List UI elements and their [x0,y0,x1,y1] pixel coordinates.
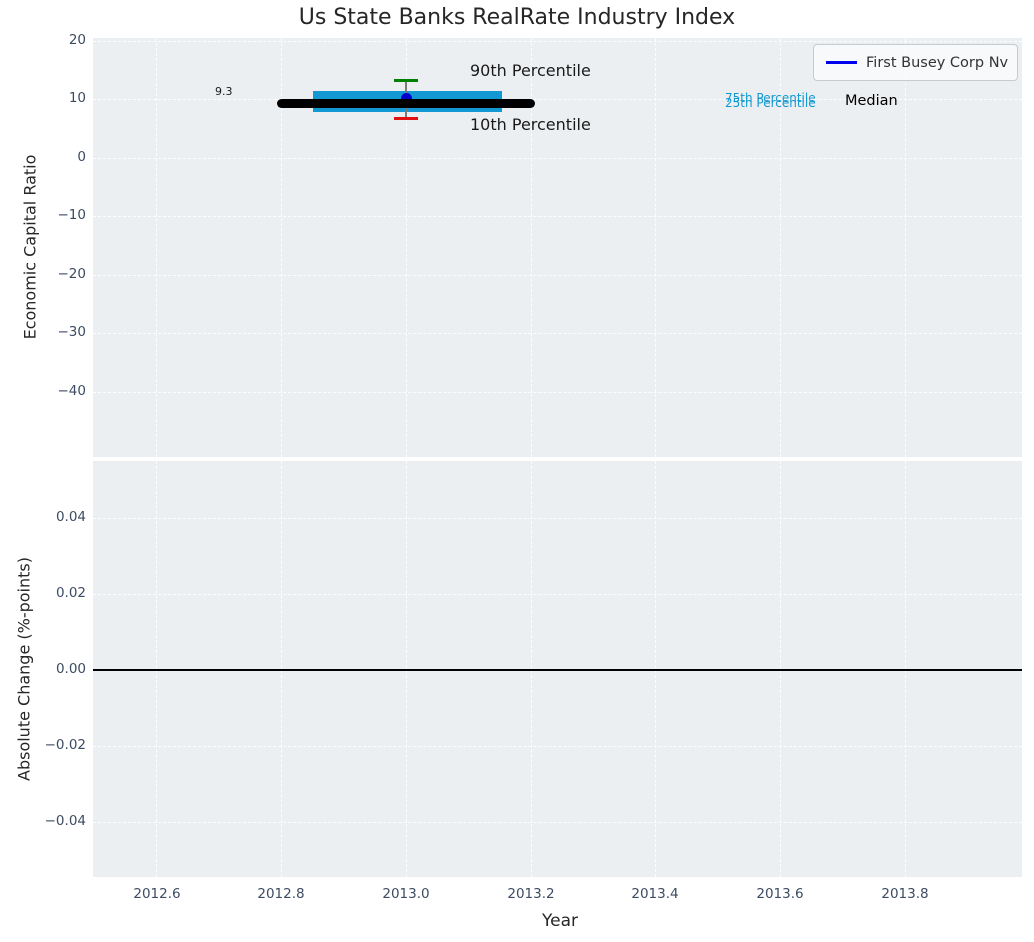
bottom-plot-area [93,461,1022,877]
cap-10th-percentile [394,117,418,120]
ytick-bottom: −0.04 [44,813,86,829]
gridline-horizontal [93,216,1022,217]
annotation-75th-percentile: 75th Percentile [725,91,816,105]
xtick: 2013.0 [382,886,430,902]
ytick-top: 0 [77,149,86,165]
gridline-vertical [905,38,906,457]
legend-line-icon [826,61,857,64]
y-axis-label-bottom: Absolute Change (%-points) [14,557,34,781]
company-marker [401,93,412,104]
gridline-vertical [780,38,781,457]
ytick-bottom: −0.02 [44,737,86,753]
gridline-vertical [655,38,656,457]
gridline-horizontal [93,746,1022,747]
annotation-median: Median [845,93,898,109]
ytick-top: 10 [68,90,86,106]
annotation-median-value: 9.3 [215,85,233,98]
gridline-horizontal [93,275,1022,276]
median-line [277,99,535,108]
annotation-90th-percentile: 90th Percentile [470,61,591,80]
gridline-horizontal [93,594,1022,595]
gridline-horizontal [93,41,1022,42]
xtick: 2013.2 [507,886,555,902]
ytick-bottom: 0.00 [55,661,86,677]
gridline-horizontal [93,333,1022,334]
top-plot-area: 9.3 90th Percentile 10th Percentile 75th… [93,38,1022,457]
annotation-10th-percentile: 10th Percentile [470,115,591,134]
xtick: 2013.4 [631,886,679,902]
gridline-horizontal [93,518,1022,519]
gridline-horizontal [93,392,1022,393]
annotation-25th-percentile: 25th Percentile [725,96,816,110]
y-axis-label-top: Economic Capital Ratio [20,154,40,340]
ytick-top: −20 [57,266,87,282]
ytick-top: −30 [57,324,87,340]
ytick-top: 20 [68,32,86,48]
xtick: 2013.6 [756,886,804,902]
legend-label: First Busey Corp Nv [866,54,1009,71]
x-axis-label: Year [542,911,578,931]
gridline-horizontal [93,99,1022,100]
ytick-top: −10 [57,207,87,223]
xtick: 2012.8 [257,886,305,902]
ytick-bottom: 0.02 [55,585,86,601]
chart-title: Us State Banks RealRate Industry Index [298,5,736,30]
zero-change-line [93,669,1022,671]
ytick-bottom: 0.04 [55,509,86,525]
xtick: 2012.6 [133,886,181,902]
gridline-horizontal [93,158,1022,159]
ytick-top: −40 [57,383,87,399]
gridline-horizontal [93,822,1022,823]
gridline-vertical [406,38,407,457]
gridline-vertical [156,38,157,457]
gridline-vertical [531,38,532,457]
xtick: 2013.8 [881,886,929,902]
legend: First Busey Corp Nv [813,44,1018,81]
cap-90th-percentile [394,79,418,82]
gridline-vertical [281,38,282,457]
